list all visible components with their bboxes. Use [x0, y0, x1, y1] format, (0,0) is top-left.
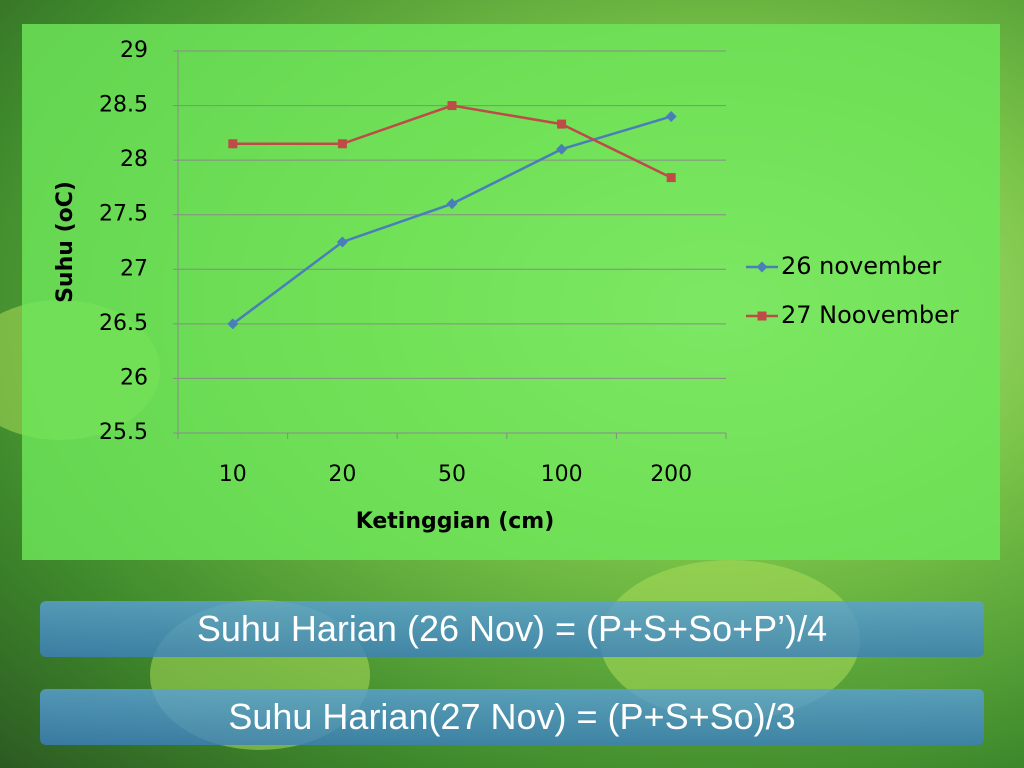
data-point	[556, 143, 568, 155]
formula-box: Suhu Harian (26 Nov) = (P+S+So+P’)/4	[40, 601, 984, 657]
y-tick-label: 27.5	[99, 202, 148, 227]
data-point	[336, 236, 348, 248]
x-tick-label: 10	[219, 462, 247, 487]
legend-label: 26 november	[781, 252, 941, 280]
data-point	[446, 198, 458, 210]
y-tick-label: 28.5	[99, 93, 148, 118]
data-point	[557, 119, 567, 129]
x-tick-label: 50	[438, 462, 466, 487]
data-point	[666, 173, 676, 183]
y-tick-label: 26	[120, 365, 148, 390]
data-point	[228, 139, 238, 149]
data-point	[227, 318, 239, 330]
x-axis-label: Ketinggian (cm)	[356, 509, 555, 534]
x-tick-label: 20	[328, 462, 356, 487]
legend-label: 27 Noovember	[781, 301, 959, 329]
x-tick-label: 200	[650, 462, 692, 487]
y-tick-label: 28	[120, 147, 148, 172]
y-tick-label: 25.5	[99, 420, 148, 445]
series-line	[232, 115, 672, 325]
legend-marker	[756, 261, 768, 273]
y-axis-label: Suhu (oC)	[53, 181, 78, 303]
legend-marker	[757, 311, 767, 321]
formula-box: Suhu Harian(27 Nov) = (P+S+So)/3	[40, 689, 984, 745]
series-line	[232, 104, 672, 179]
data-point	[665, 110, 677, 122]
y-tick-label: 26.5	[99, 311, 148, 336]
data-point	[337, 139, 347, 149]
y-tick-label: 29	[120, 38, 148, 63]
data-point	[447, 101, 457, 111]
y-tick-label: 27	[120, 256, 148, 281]
x-tick-label: 100	[541, 462, 583, 487]
chart-panel	[22, 24, 1000, 560]
